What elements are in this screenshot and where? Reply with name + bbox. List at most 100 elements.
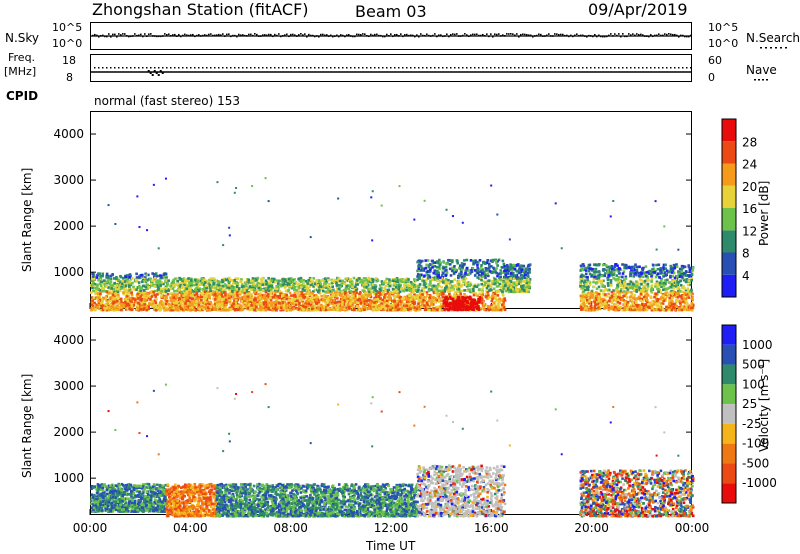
noise-sky-point bbox=[666, 33, 668, 36]
power-cell bbox=[233, 278, 237, 282]
power-cell bbox=[249, 279, 253, 283]
power-cell bbox=[424, 297, 428, 301]
power-cell bbox=[487, 264, 491, 268]
nave-point bbox=[226, 67, 228, 69]
power-cell bbox=[481, 300, 485, 303]
power-cell bbox=[314, 280, 317, 284]
noise-sky-point bbox=[362, 33, 364, 35]
power-cell bbox=[317, 299, 320, 303]
noise-sky-point bbox=[140, 33, 142, 36]
power-cell bbox=[524, 283, 528, 286]
power-cell bbox=[179, 277, 183, 281]
velocity-colorbar-tick-label: -100 bbox=[742, 437, 769, 451]
power-cell bbox=[301, 307, 305, 311]
power-cell bbox=[363, 308, 366, 311]
noise-sky-point bbox=[470, 34, 472, 36]
noise-sky-point bbox=[394, 34, 396, 36]
nave-point bbox=[542, 67, 544, 69]
power-cell bbox=[97, 307, 101, 310]
power-cell bbox=[222, 308, 225, 312]
power-cell bbox=[153, 276, 157, 280]
power-cell bbox=[345, 306, 348, 310]
power-cell bbox=[220, 297, 224, 301]
power-cell bbox=[422, 279, 426, 283]
power-cell bbox=[331, 279, 334, 283]
power-cell bbox=[289, 304, 293, 308]
power-cell bbox=[264, 303, 268, 307]
power-cell bbox=[302, 278, 306, 282]
power-cell bbox=[178, 288, 181, 291]
power-cell bbox=[130, 291, 133, 295]
power-cell bbox=[137, 301, 140, 305]
power-cell bbox=[394, 278, 398, 281]
power-cell bbox=[496, 259, 500, 263]
power-cell bbox=[124, 308, 128, 311]
power-cell bbox=[106, 292, 110, 296]
noise-sky-point bbox=[360, 34, 362, 36]
power-cell bbox=[248, 308, 251, 312]
power-cell bbox=[368, 293, 372, 296]
noise-right-tick-high: 10^5 bbox=[708, 21, 739, 34]
power-cell bbox=[121, 277, 125, 280]
power-cell bbox=[324, 280, 328, 284]
nave-point bbox=[298, 67, 300, 69]
noise-sky-point bbox=[576, 33, 578, 35]
power-cell bbox=[344, 287, 348, 290]
power-cell bbox=[490, 306, 494, 309]
power-cell bbox=[341, 303, 344, 307]
power-cell bbox=[360, 307, 363, 311]
power-cell bbox=[417, 265, 421, 268]
power-cell bbox=[299, 280, 303, 283]
power-cell bbox=[506, 267, 510, 270]
power-cell bbox=[229, 295, 233, 299]
power-cell bbox=[388, 292, 391, 296]
power-cell bbox=[301, 288, 305, 291]
power-cell bbox=[181, 304, 184, 307]
power-cell bbox=[475, 261, 478, 264]
noise-sky-point bbox=[622, 33, 624, 35]
power-cell bbox=[259, 292, 262, 295]
power-cell bbox=[130, 299, 133, 302]
power-cell bbox=[240, 278, 243, 281]
power-cell bbox=[180, 282, 184, 285]
power-cell bbox=[342, 298, 346, 302]
nave-point bbox=[186, 67, 188, 69]
power-cell bbox=[501, 259, 505, 263]
power-cell bbox=[463, 293, 466, 296]
noise-sky-point bbox=[420, 33, 422, 35]
power-cell bbox=[262, 308, 265, 312]
power-cell bbox=[288, 308, 292, 312]
nave-point bbox=[454, 67, 456, 69]
power-cell bbox=[280, 291, 284, 295]
power-cell bbox=[423, 283, 426, 287]
power-cell bbox=[261, 276, 264, 280]
power-cell bbox=[264, 308, 268, 311]
nave-point bbox=[438, 67, 440, 69]
power-cell bbox=[368, 278, 371, 281]
power-cell bbox=[501, 298, 505, 301]
power-cell bbox=[383, 286, 386, 290]
power-cell bbox=[113, 281, 117, 285]
nave-point bbox=[262, 67, 264, 69]
power-cell bbox=[185, 306, 188, 310]
noise-sky-point bbox=[118, 33, 120, 35]
power-cell bbox=[171, 303, 175, 307]
power-cell bbox=[483, 283, 487, 287]
power-cell bbox=[472, 287, 475, 291]
power-cell bbox=[252, 298, 256, 301]
power-cell bbox=[387, 306, 391, 309]
power-cell bbox=[378, 284, 382, 287]
power-cell bbox=[304, 305, 308, 309]
power-cell bbox=[380, 280, 384, 283]
noise-sky-point bbox=[426, 33, 428, 36]
noise-sky-point bbox=[472, 33, 474, 36]
power-cell bbox=[279, 304, 283, 308]
power-cell bbox=[157, 282, 161, 286]
power-cell bbox=[183, 293, 187, 297]
power-cell bbox=[415, 296, 418, 299]
power-cell bbox=[116, 290, 120, 294]
power-cell bbox=[438, 293, 442, 296]
power-cell bbox=[245, 301, 248, 305]
power-cell bbox=[461, 283, 464, 287]
power-cell bbox=[392, 308, 395, 312]
